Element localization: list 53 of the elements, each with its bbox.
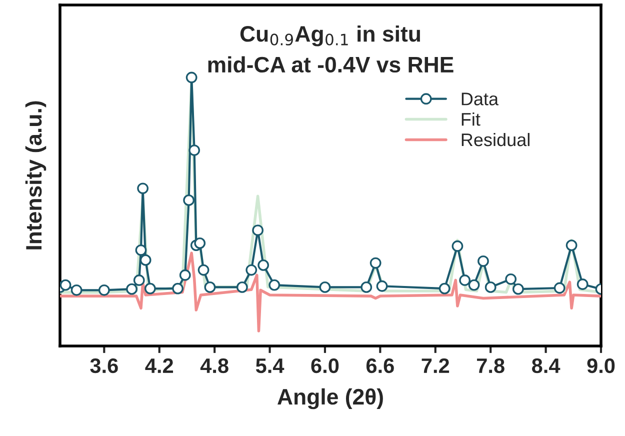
point [246, 264, 258, 276]
x-tick-label: 7.2 [422, 358, 450, 373]
point [172, 282, 184, 294]
point [505, 273, 517, 285]
x-tick-label: 8.4 [532, 358, 560, 374]
point [370, 257, 382, 269]
x-tick-label: 3.6 [90, 358, 118, 374]
point [459, 274, 471, 286]
point [478, 255, 489, 267]
point [188, 144, 200, 156]
point [268, 279, 280, 291]
x-axis-title: Angle (2θ) [278, 388, 383, 410]
point [133, 274, 145, 286]
point [360, 282, 372, 293]
x-tick-label: 6.0 [311, 358, 339, 374]
point [452, 240, 464, 252]
x-tick-label: 6.6 [366, 358, 394, 374]
point [376, 280, 388, 292]
point [135, 244, 147, 256]
point [194, 237, 206, 249]
point [126, 283, 138, 295]
point [554, 282, 566, 294]
y-axis-title: Intensity (a.u.) [25, 101, 46, 250]
point [468, 279, 480, 291]
chart-title: Cu$_{0.9}$Ag$_{0.1}$ in situ mid-CA at -0.4V vs RHE [208, 25, 454, 73]
point [438, 282, 450, 294]
x-tick-label: 7.8 [477, 358, 504, 374]
point [179, 269, 191, 281]
point [144, 282, 156, 294]
x-tick-label: 9.0 [587, 358, 615, 374]
point [198, 264, 210, 276]
point [319, 282, 331, 293]
point [576, 278, 588, 290]
point [204, 282, 216, 293]
point [252, 224, 264, 236]
point [566, 240, 578, 252]
point [137, 182, 148, 194]
point [70, 284, 82, 296]
legend-label: Fit [462, 112, 480, 126]
point [183, 194, 195, 206]
point [484, 282, 496, 293]
point [98, 284, 110, 296]
point [512, 283, 524, 295]
legend-label: Residual [462, 132, 530, 146]
point [258, 259, 270, 271]
x-tick-label: 4.8 [200, 358, 228, 374]
point [140, 254, 152, 266]
point [60, 279, 72, 291]
legend-label: Data [462, 92, 499, 106]
x-tick-label: 5.4 [256, 358, 284, 374]
point [186, 72, 198, 84]
point [236, 282, 248, 293]
x-tick-label: 4.2 [145, 358, 174, 373]
